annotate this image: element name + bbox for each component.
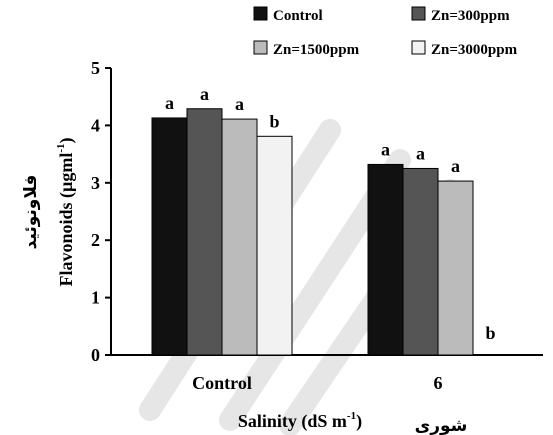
bar [151, 117, 188, 356]
bar [367, 163, 404, 356]
x-tick-label: 6 [434, 373, 443, 393]
legend-swatch [253, 6, 268, 21]
significance-letter: a [165, 93, 174, 113]
significance-letter: a [416, 143, 425, 163]
bar [221, 118, 258, 356]
y-tick-label: 4 [91, 115, 100, 135]
bar [256, 135, 293, 356]
y-axis-label: Flavonoids (µgml-1) [55, 137, 77, 286]
x-tick-labels: Control 6 [192, 373, 442, 393]
y-tick-label: 5 [91, 58, 100, 78]
significance-letter: a [200, 84, 209, 104]
y-tick-label: 3 [91, 173, 100, 193]
significance-letter: a [451, 156, 460, 176]
bar [402, 167, 439, 356]
y-tick-label: 0 [91, 345, 100, 365]
y-axis-label-fa: فلاونوئید [21, 175, 41, 250]
legend-label: Zn=3000ppm [431, 42, 518, 58]
bar [186, 108, 223, 356]
significance-letter: b [269, 111, 279, 131]
bars [151, 108, 474, 356]
legend-swatch [253, 40, 268, 55]
bar [437, 180, 474, 356]
legend-swatch [411, 40, 426, 55]
significance-letter: a [381, 139, 390, 159]
x-axis-label: Salinity (dS m-1) [238, 410, 362, 432]
legend-swatch [411, 6, 426, 21]
legend: Control Zn=300ppm Zn=1500ppm Zn=3000ppm [253, 6, 518, 58]
y-ticks: 0 1 2 3 4 5 [91, 58, 111, 365]
y-tick-label: 1 [91, 288, 100, 308]
significance-letters: a a a b a a a b [165, 84, 496, 343]
legend-label: Control [273, 8, 323, 24]
x-tick-label: Control [192, 373, 252, 393]
legend-label: Zn=1500ppm [273, 42, 360, 58]
significance-letter: b [485, 323, 495, 343]
y-tick-label: 2 [91, 230, 100, 250]
significance-letter: a [235, 94, 244, 114]
legend-label: Zn=300ppm [431, 8, 510, 24]
x-axis-label-fa: شوری [415, 416, 468, 435]
